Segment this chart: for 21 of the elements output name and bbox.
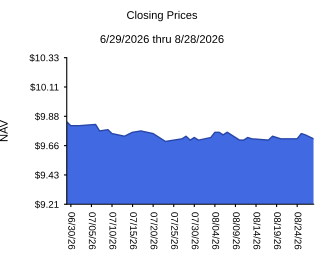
y-axis-title: NAV xyxy=(0,120,8,142)
x-tick-label: 07/30/26 xyxy=(192,212,199,250)
y-tick-label: $9.66 xyxy=(34,142,59,150)
x-tick-label: 07/05/26 xyxy=(88,212,96,250)
x-tick-label: 07/15/26 xyxy=(130,212,138,250)
x-tick-label: 06/30/26 xyxy=(68,212,76,250)
y-tick-label: $10.33 xyxy=(29,54,59,62)
x-tick-label: 07/25/26 xyxy=(171,212,178,250)
y-tick-label: $10.11 xyxy=(30,83,59,92)
x-tick-label: 07/20/26 xyxy=(150,212,158,250)
chart-title: Closing Prices xyxy=(127,10,198,22)
y-tick-label: $9.21 xyxy=(34,200,59,208)
y-tick-label: $9.88 xyxy=(34,112,59,120)
x-tick-label: 08/09/26 xyxy=(232,212,240,250)
x-tick-label: 08/14/26 xyxy=(253,212,261,250)
x-tick-label: 08/04/26 xyxy=(212,212,220,250)
y-tick-label: $9.43 xyxy=(34,171,59,180)
chart-subtitle: 6/29/2026 thru 8/28/2026 xyxy=(100,34,224,44)
x-tick-label: 08/19/26 xyxy=(274,212,282,250)
x-tick-label: 07/10/26 xyxy=(109,212,117,250)
x-tick-label: 08/24/26 xyxy=(294,212,302,250)
